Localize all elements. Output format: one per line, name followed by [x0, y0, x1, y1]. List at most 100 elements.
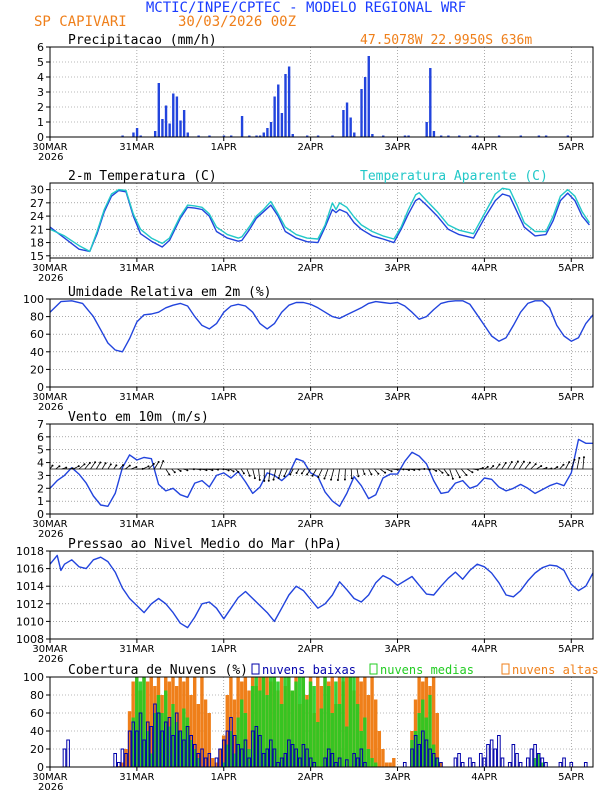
- wind-vector-head: [237, 471, 240, 474]
- wind-vector: [443, 468, 449, 476]
- x-tick-label: 2APR: [298, 772, 324, 783]
- wind-vector-head: [441, 471, 444, 474]
- cloud-mid-bar: [373, 762, 378, 767]
- y-tick-label: 4: [37, 457, 44, 470]
- y-tick-label: 100: [23, 293, 44, 306]
- series-line: [49, 554, 594, 629]
- y-tick-label: 1012: [16, 598, 44, 611]
- x-tick-label: 31MAR: [119, 142, 154, 153]
- precip-bar: [432, 131, 436, 137]
- wind-vector-head: [556, 465, 559, 468]
- cloud-mid-bar: [334, 681, 338, 767]
- y-tick-label: 80: [30, 311, 44, 324]
- y-tick-label: 40: [30, 725, 44, 738]
- wind-vector-head: [435, 469, 438, 472]
- wind-vector-head: [258, 478, 261, 481]
- cloud-high-bar: [384, 762, 389, 767]
- wind-vector-head: [242, 472, 245, 475]
- precip-bar: [497, 135, 501, 137]
- precip-bar: [153, 131, 157, 137]
- wind-vector-head: [179, 469, 182, 472]
- wind-vector: [466, 468, 473, 473]
- wind-vector-head: [248, 474, 251, 477]
- cloud-high-bar: [439, 762, 443, 767]
- panel-title: Precipitacao (mm/h): [68, 33, 217, 48]
- y-tick-label: 2: [37, 101, 44, 114]
- cloud-mid-bar: [153, 713, 157, 767]
- series-line: [49, 438, 593, 507]
- wind-vector-head: [147, 465, 150, 468]
- cloud-high-bar: [377, 731, 382, 767]
- y-tick-label: 18: [30, 237, 44, 250]
- legend-label: nuvens baixas: [262, 663, 356, 677]
- precip-bar: [429, 68, 432, 137]
- cloud-mid-bar: [326, 686, 331, 767]
- wind-vector: [258, 468, 261, 480]
- cloud-mid-bar: [192, 749, 197, 767]
- cloud-high-bar: [124, 749, 128, 767]
- cloud-mid-bar: [240, 699, 244, 767]
- wind-vector-head: [311, 474, 314, 477]
- x-tick-label: 31MAR: [119, 519, 154, 530]
- cloud-high-bar: [388, 762, 392, 767]
- x-tick-label: 31MAR: [119, 263, 154, 274]
- wind-vector-head: [458, 476, 461, 479]
- wind-vector-head: [232, 470, 235, 473]
- cloud-mid-bar: [352, 677, 356, 767]
- wind-vector-head: [295, 471, 298, 474]
- cloud-mid-bar: [431, 744, 436, 767]
- wind-vector-head: [568, 461, 571, 464]
- cloud-mid-bar: [341, 677, 345, 767]
- precip-bar: [139, 135, 142, 137]
- x-tick-label: 3APR: [384, 519, 410, 530]
- legend-swatch: [369, 663, 378, 675]
- wind-vector: [72, 465, 79, 470]
- wind-vector-head: [115, 464, 118, 467]
- x-tick-label: 1APR: [211, 263, 237, 274]
- wind-vector-head: [377, 472, 380, 475]
- wind-vector: [153, 461, 159, 470]
- cloud-mid-bar: [225, 744, 229, 767]
- cloud-high-bar: [435, 713, 439, 767]
- cloud-high-bar: [247, 690, 251, 767]
- y-tick-label: 0: [37, 131, 44, 144]
- panel-title: Cobertura de Nuvens (%): [68, 663, 248, 678]
- cloud-mid-bar: [421, 699, 425, 767]
- x-tick-label: 30MAR: [32, 644, 67, 655]
- wind-vector-head: [227, 469, 230, 472]
- precip-bar: [230, 135, 233, 137]
- cloud-mid-bar: [196, 758, 201, 767]
- x-tick-label: 1APR: [211, 519, 237, 530]
- wind-vector-head: [173, 471, 176, 474]
- precip-bar: [172, 93, 175, 137]
- precip-bar: [132, 132, 135, 137]
- precip-bar: [349, 117, 352, 137]
- x-tick-label: 3APR: [384, 772, 410, 783]
- x-tick-label: 5APR: [558, 519, 584, 530]
- series-line: [49, 189, 590, 253]
- wind-vector-head: [323, 477, 326, 480]
- wind-vector: [350, 468, 353, 479]
- y-tick-label: 0: [37, 508, 44, 521]
- precip-bar: [353, 132, 356, 137]
- cloud-mid-bar: [323, 677, 327, 767]
- series-line: [49, 187, 590, 253]
- wind-vector-head: [492, 465, 495, 468]
- x-tick-label: 3APR: [384, 644, 410, 655]
- wind-vector-head: [283, 475, 286, 478]
- series-line: [49, 300, 594, 353]
- precip-bar: [544, 135, 548, 137]
- x-tick-label: 5APR: [558, 392, 584, 403]
- y-tick-label: 1018: [16, 545, 44, 558]
- wind-vector: [90, 462, 96, 470]
- cloud-high-bar: [149, 677, 153, 767]
- cloud-high-bar: [196, 704, 201, 767]
- cloud-mid-bar: [142, 677, 146, 767]
- precip-bar: [519, 135, 522, 137]
- wind-vector-head: [83, 463, 86, 466]
- wind-vector: [356, 468, 359, 477]
- wind-vector: [379, 468, 386, 473]
- cloud-mid-bar: [276, 681, 280, 767]
- x-tick-label: 4APR: [471, 519, 497, 530]
- wind-vector-head: [211, 469, 214, 472]
